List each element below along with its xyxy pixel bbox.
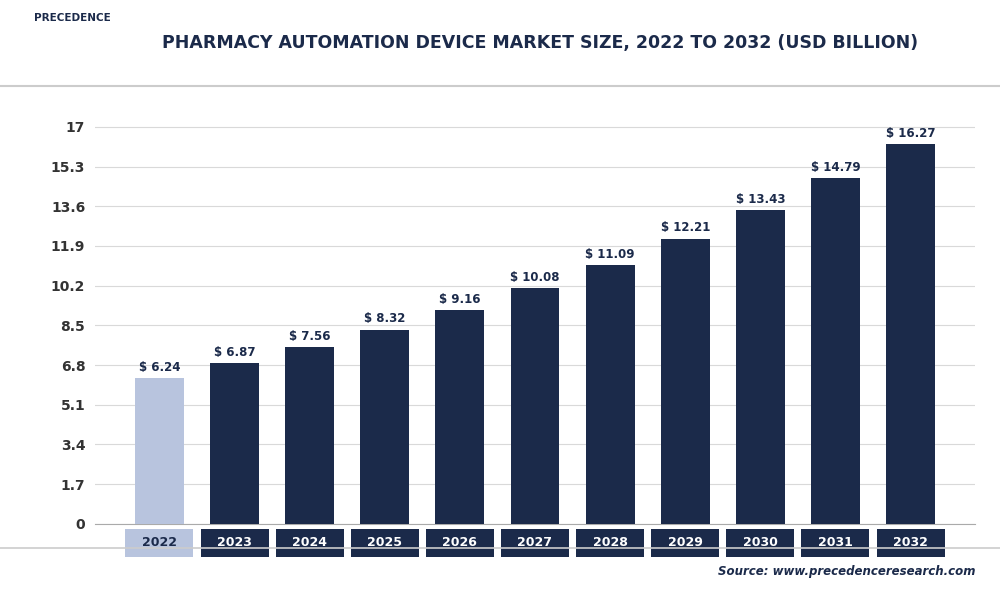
Text: $ 12.21: $ 12.21 — [661, 221, 710, 234]
Text: 2031: 2031 — [818, 536, 853, 549]
Text: $ 7.56: $ 7.56 — [289, 330, 330, 343]
Text: $ 6.87: $ 6.87 — [214, 346, 255, 359]
Text: $ 14.79: $ 14.79 — [811, 161, 860, 174]
Text: $ 10.08: $ 10.08 — [510, 271, 560, 284]
Text: 2026: 2026 — [442, 536, 477, 549]
Text: $ 8.32: $ 8.32 — [364, 313, 405, 326]
Text: RESEARCH: RESEARCH — [41, 53, 104, 63]
Text: $ 13.43: $ 13.43 — [736, 193, 785, 206]
Text: 2023: 2023 — [217, 536, 252, 549]
Text: $ 16.27: $ 16.27 — [886, 127, 935, 140]
Bar — [135, 378, 184, 524]
Bar — [435, 310, 484, 524]
Text: $ 9.16: $ 9.16 — [439, 292, 481, 305]
Bar — [736, 210, 785, 524]
Text: 2029: 2029 — [668, 536, 703, 549]
Bar — [586, 265, 635, 524]
Bar — [360, 330, 409, 524]
Text: 2027: 2027 — [518, 536, 552, 549]
Text: 2024: 2024 — [292, 536, 327, 549]
Bar — [886, 144, 935, 524]
Text: 2028: 2028 — [593, 536, 628, 549]
Text: 2032: 2032 — [893, 536, 928, 549]
Text: Source: www.precedenceresearch.com: Source: www.precedenceresearch.com — [718, 565, 975, 578]
Bar — [661, 239, 710, 524]
Bar — [210, 363, 259, 524]
Bar — [285, 348, 334, 524]
Bar — [15, 3, 130, 33]
Text: 2030: 2030 — [743, 536, 778, 549]
Text: $ 6.24: $ 6.24 — [139, 361, 180, 374]
Text: PHARMACY AUTOMATION DEVICE MARKET SIZE, 2022 TO 2032 (USD BILLION): PHARMACY AUTOMATION DEVICE MARKET SIZE, … — [162, 34, 918, 52]
Text: $ 11.09: $ 11.09 — [585, 247, 635, 260]
Bar — [511, 288, 559, 524]
Bar — [811, 178, 860, 524]
Text: PRECEDENCE: PRECEDENCE — [34, 13, 111, 23]
Text: 2022: 2022 — [142, 536, 177, 549]
Text: 2025: 2025 — [367, 536, 402, 549]
